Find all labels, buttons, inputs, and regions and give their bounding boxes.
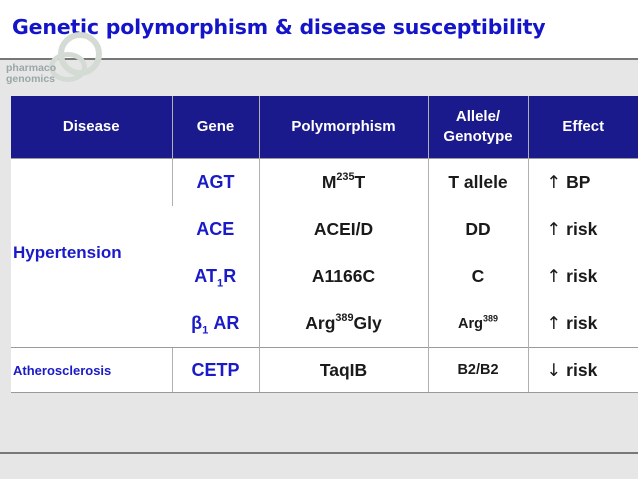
allele-cell: B2/B2 — [427, 347, 528, 393]
header-effect: Effect — [527, 96, 638, 159]
up-arrow-icon: ↑ — [546, 314, 562, 334]
polymorphism-cell: ACEI/D — [258, 206, 428, 253]
disease-cell: Atherosclerosis — [11, 347, 172, 393]
gene-cell: ACE — [172, 206, 259, 253]
polymorphism-table: Disease Gene Polymorphism Allele/ Genoty… — [11, 96, 638, 393]
allele-cell: C — [427, 253, 528, 300]
table-header-row: Disease Gene Polymorphism Allele/ Genoty… — [11, 96, 638, 159]
effect-cell: ↑ risk — [527, 300, 638, 348]
header-polymorphism: Polymorphism — [258, 96, 428, 159]
title-divider — [0, 58, 638, 60]
polymorphism-cell: TaqIB — [258, 347, 428, 393]
header-allele-genotype: Allele/ Genotype — [427, 96, 528, 159]
effect-cell: ↑ risk — [527, 206, 638, 253]
gene-cell: CETP — [171, 347, 259, 393]
title-bar: Genetic polymorphism & disease susceptib… — [0, 0, 638, 58]
polymorphism-cell: M235T — [258, 158, 428, 206]
header-allele-line1: Allele/ — [455, 108, 501, 125]
gene-cell: AT1R — [172, 253, 259, 300]
header-allele-line2: Genotype — [443, 128, 513, 145]
allele-cell: T allele — [427, 158, 528, 206]
effect-cell: ↑ risk — [527, 253, 638, 300]
polymorphism-cell: A1166C — [258, 253, 428, 300]
logo-text-line2: genomics — [6, 73, 56, 85]
up-arrow-icon: ↑ — [546, 173, 562, 193]
disease-cell: Hypertension — [11, 158, 172, 348]
allele-cell: Arg389 — [427, 300, 528, 348]
pharmacogenomics-logo: pharmaco genomics — [6, 63, 56, 85]
polymorphism-cell: Arg389Gly — [258, 300, 428, 348]
table-row: β1 AR Arg389Gly Arg389 ↑ risk — [11, 300, 638, 348]
gene-cell: AGT — [171, 158, 259, 206]
footer-divider — [0, 452, 638, 454]
table-row: ACE ACEI/D DD ↑ risk — [11, 206, 638, 253]
table-row: Atherosclerosis CETP TaqIB B2/B2 ↓ risk — [11, 347, 638, 393]
allele-cell: DD — [427, 206, 528, 253]
header-gene: Gene — [171, 96, 259, 159]
up-arrow-icon: ↑ — [546, 220, 562, 240]
table-row: AT1R A1166C C ↑ risk — [11, 253, 638, 300]
up-arrow-icon: ↑ — [546, 267, 562, 287]
logo-ring-icon — [49, 52, 87, 82]
logo-text-line1: pharmaco — [6, 62, 57, 74]
header-disease: Disease — [11, 96, 172, 159]
slide-title: Genetic polymorphism & disease susceptib… — [12, 15, 546, 39]
effect-cell: ↓ risk — [527, 347, 638, 393]
effect-cell: ↑ BP — [527, 158, 638, 206]
down-arrow-icon: ↓ — [546, 360, 562, 381]
gene-cell: β1 AR — [172, 300, 259, 348]
table-row: Hypertension AGT M235T T allele ↑ BP — [11, 158, 638, 348]
